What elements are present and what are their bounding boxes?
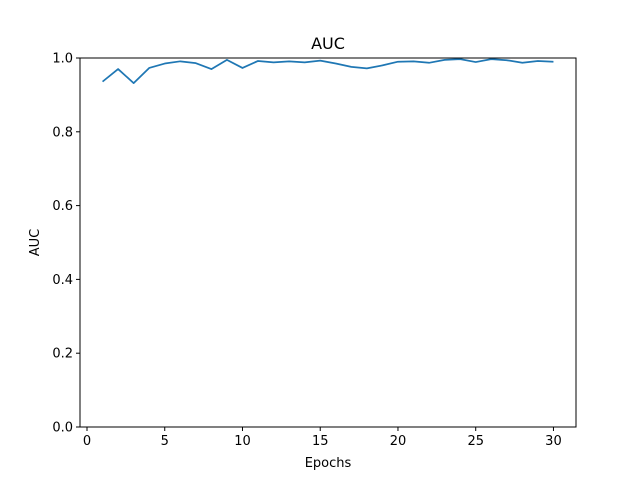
auc-data-point (288, 60, 291, 63)
chart-title: AUC (311, 34, 345, 53)
x-tick-label: 10 (234, 434, 251, 449)
auc-data-point (428, 61, 431, 64)
x-tick-label: 5 (161, 434, 169, 449)
y-tick-label: 1.0 (52, 52, 73, 67)
x-tick-label: 20 (390, 434, 407, 449)
y-axis-ticks: 0.0 0.2 0.4 0.6 0.8 1.0 (52, 52, 80, 436)
auc-data-point (179, 60, 182, 63)
auc-data-point (505, 59, 508, 62)
auc-data-point (443, 58, 446, 61)
auc-data-point (101, 80, 104, 83)
auc-data-point (225, 58, 228, 61)
auc-data-point (552, 60, 555, 63)
y-tick-label: 0.2 (52, 347, 73, 362)
x-tick-label: 0 (83, 434, 91, 449)
x-axis-ticks: 0 5 10 15 20 25 30 (83, 427, 562, 449)
auc-data-point (319, 59, 322, 62)
auc-data-point (303, 61, 306, 64)
auc-data-point (148, 66, 151, 69)
x-tick-label: 15 (312, 434, 329, 449)
auc-series-line (102, 58, 554, 84)
auc-data-point (257, 59, 260, 62)
auc-data-point (381, 64, 384, 67)
y-axis-label: AUC (28, 229, 43, 257)
x-tick-label: 25 (467, 434, 484, 449)
auc-data-point (536, 59, 539, 62)
auc-data-point (117, 68, 120, 71)
auc-data-point (521, 61, 524, 64)
auc-data-point (350, 65, 353, 68)
auc-data-point (412, 60, 415, 63)
y-tick-label: 0.8 (52, 125, 73, 140)
auc-data-point (194, 62, 197, 65)
auc-data-point (210, 68, 213, 71)
auc-data-point (396, 60, 399, 63)
series-layer (101, 58, 555, 85)
auc-data-point (474, 61, 477, 64)
y-tick-label: 0.0 (52, 421, 73, 436)
auc-data-point (334, 62, 337, 65)
plot-frame (79, 57, 577, 428)
auc-data-point (163, 62, 166, 65)
auc-data-point (241, 66, 244, 69)
auc-data-point (272, 61, 275, 64)
auc-data-point (365, 67, 368, 70)
y-tick-label: 0.4 (52, 273, 73, 288)
x-axis-label: Epochs (305, 456, 352, 471)
y-tick-label: 0.6 (52, 199, 73, 214)
auc-data-point (132, 82, 135, 85)
x-tick-label: 30 (545, 434, 562, 449)
